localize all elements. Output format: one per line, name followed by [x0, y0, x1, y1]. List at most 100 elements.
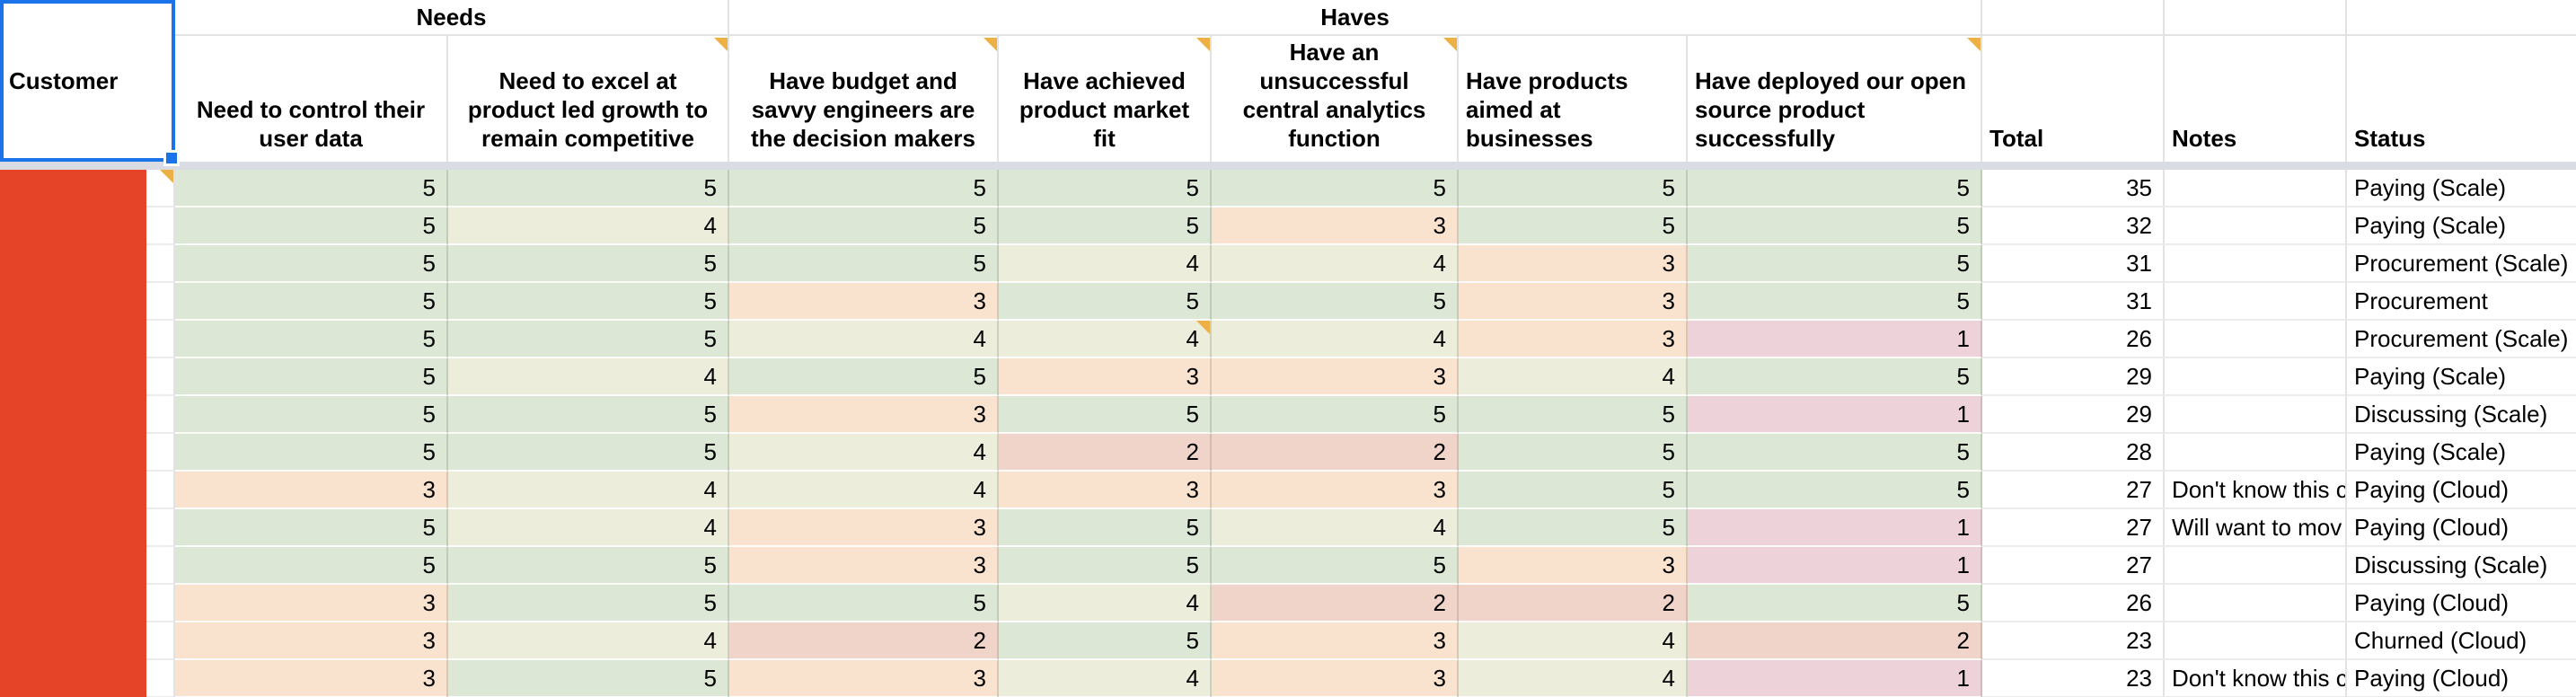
status-cell[interactable]: Churned (Cloud) — [2347, 622, 2576, 660]
score-cell[interactable]: 4 — [999, 321, 1212, 358]
empty-header-cell[interactable] — [1982, 0, 2165, 36]
score-cell[interactable]: 5 — [1688, 207, 1982, 245]
notes-cell[interactable] — [2165, 358, 2347, 396]
score-cell[interactable]: 1 — [1688, 547, 1982, 585]
customer-header-cell[interactable]: Customer — [0, 0, 180, 166]
column-header-cell[interactable]: Need to excel at product led growth to r… — [448, 36, 729, 162]
score-cell[interactable]: 3 — [729, 283, 999, 321]
total-cell[interactable]: 29 — [1982, 396, 2165, 434]
status-cell[interactable]: Paying (Scale) — [2347, 358, 2576, 396]
score-cell[interactable]: 5 — [1212, 547, 1459, 585]
notes-cell[interactable] — [2165, 622, 2347, 660]
score-cell[interactable]: 4 — [999, 245, 1212, 283]
total-cell[interactable]: 28 — [1982, 434, 2165, 472]
score-cell[interactable]: 3 — [175, 660, 448, 697]
score-cell[interactable]: 5 — [1212, 170, 1459, 207]
score-cell[interactable]: 5 — [175, 358, 448, 396]
score-cell[interactable]: 5 — [729, 585, 999, 622]
score-cell[interactable]: 4 — [1459, 660, 1688, 697]
notes-cell[interactable]: Don't know this c — [2165, 472, 2347, 509]
total-cell[interactable]: 31 — [1982, 283, 2165, 321]
score-cell[interactable]: 3 — [175, 622, 448, 660]
notes-cell[interactable] — [2165, 245, 2347, 283]
score-cell[interactable]: 3 — [1212, 622, 1459, 660]
status-cell[interactable]: Paying (Cloud) — [2347, 585, 2576, 622]
column-header-cell[interactable]: Total — [1982, 36, 2165, 162]
score-cell[interactable]: 5 — [175, 207, 448, 245]
score-cell[interactable]: 3 — [729, 396, 999, 434]
notes-cell[interactable] — [2165, 321, 2347, 358]
score-cell[interactable]: 3 — [729, 547, 999, 585]
score-cell[interactable]: 5 — [1212, 283, 1459, 321]
status-cell[interactable]: Procurement (Scale) — [2347, 245, 2576, 283]
column-header-cell[interactable]: Status — [2347, 36, 2576, 162]
score-cell[interactable]: 4 — [1212, 321, 1459, 358]
score-cell[interactable]: 4 — [1459, 358, 1688, 396]
score-cell[interactable]: 5 — [175, 245, 448, 283]
score-cell[interactable]: 5 — [729, 245, 999, 283]
score-cell[interactable]: 3 — [729, 660, 999, 697]
notes-cell[interactable] — [2165, 396, 2347, 434]
total-cell[interactable]: 35 — [1982, 170, 2165, 207]
score-cell[interactable]: 5 — [1688, 434, 1982, 472]
score-cell[interactable]: 5 — [1688, 585, 1982, 622]
score-cell[interactable]: 5 — [999, 170, 1212, 207]
score-cell[interactable]: 5 — [999, 396, 1212, 434]
empty-header-cell[interactable] — [2347, 0, 2576, 36]
total-cell[interactable]: 27 — [1982, 509, 2165, 547]
score-cell[interactable]: 3 — [999, 472, 1212, 509]
score-cell[interactable]: 5 — [1459, 396, 1688, 434]
score-cell[interactable]: 5 — [1459, 434, 1688, 472]
status-cell[interactable]: Paying (Scale) — [2347, 170, 2576, 207]
notes-cell[interactable] — [2165, 207, 2347, 245]
column-header-cell[interactable]: Have achieved product market fit — [999, 36, 1212, 162]
score-cell[interactable]: 5 — [999, 547, 1212, 585]
score-cell[interactable]: 5 — [1459, 509, 1688, 547]
notes-cell[interactable] — [2165, 283, 2347, 321]
column-header-cell[interactable]: Have deployed our open source product su… — [1688, 36, 1982, 162]
status-cell[interactable]: Paying (Scale) — [2347, 434, 2576, 472]
score-cell[interactable]: 3 — [1459, 245, 1688, 283]
score-cell[interactable]: 3 — [1212, 472, 1459, 509]
score-cell[interactable]: 3 — [1212, 358, 1459, 396]
notes-cell[interactable]: Will want to mov — [2165, 509, 2347, 547]
total-cell[interactable]: 27 — [1982, 472, 2165, 509]
score-cell[interactable]: 5 — [1459, 207, 1688, 245]
score-cell[interactable]: 2 — [1459, 585, 1688, 622]
score-cell[interactable]: 3 — [175, 472, 448, 509]
score-cell[interactable]: 2 — [1688, 622, 1982, 660]
score-cell[interactable]: 1 — [1688, 321, 1982, 358]
status-cell[interactable]: Paying (Cloud) — [2347, 472, 2576, 509]
score-cell[interactable]: 1 — [1688, 660, 1982, 697]
total-cell[interactable]: 26 — [1982, 585, 2165, 622]
status-cell[interactable]: Discussing (Scale) — [2347, 547, 2576, 585]
score-cell[interactable]: 2 — [1212, 585, 1459, 622]
group-header-haves[interactable]: Haves — [729, 0, 1982, 36]
score-cell[interactable]: 5 — [1688, 358, 1982, 396]
score-cell[interactable]: 5 — [1688, 245, 1982, 283]
score-cell[interactable]: 4 — [1212, 245, 1459, 283]
status-cell[interactable]: Procurement — [2347, 283, 2576, 321]
score-cell[interactable]: 3 — [1459, 547, 1688, 585]
score-cell[interactable]: 4 — [448, 358, 729, 396]
score-cell[interactable]: 5 — [448, 660, 729, 697]
column-header-cell[interactable]: Have products aimed at businesses — [1459, 36, 1688, 162]
score-cell[interactable]: 2 — [729, 622, 999, 660]
score-cell[interactable]: 1 — [1688, 396, 1982, 434]
column-header-cell[interactable]: Notes — [2165, 36, 2347, 162]
total-cell[interactable]: 29 — [1982, 358, 2165, 396]
score-cell[interactable]: 3 — [1212, 207, 1459, 245]
score-cell[interactable]: 4 — [729, 321, 999, 358]
score-cell[interactable]: 5 — [729, 358, 999, 396]
score-cell[interactable]: 4 — [999, 660, 1212, 697]
total-cell[interactable]: 32 — [1982, 207, 2165, 245]
score-cell[interactable]: 5 — [999, 207, 1212, 245]
score-cell[interactable]: 4 — [448, 207, 729, 245]
score-cell[interactable]: 3 — [999, 358, 1212, 396]
notes-cell[interactable] — [2165, 585, 2347, 622]
score-cell[interactable]: 5 — [175, 170, 448, 207]
score-cell[interactable]: 3 — [729, 509, 999, 547]
score-cell[interactable]: 5 — [448, 396, 729, 434]
status-cell[interactable]: Discussing (Scale) — [2347, 396, 2576, 434]
notes-cell[interactable] — [2165, 434, 2347, 472]
